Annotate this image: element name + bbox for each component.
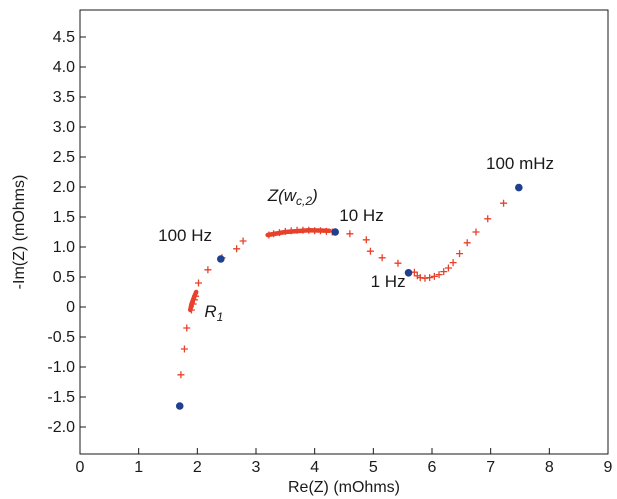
data-point-plus xyxy=(177,371,185,379)
x-tick-label: 2 xyxy=(193,459,202,476)
data-series xyxy=(175,183,523,410)
y-axis-ticks: -2.0 -1.5 -1.0 -0.5 0 0.5 1.0 1.5 2.0 2.5 3.0 3.5 4.… xyxy=(47,29,86,436)
x-tick-label: 6 xyxy=(428,459,437,476)
data-point-plus xyxy=(275,229,283,237)
data-point-plus xyxy=(317,227,325,235)
data-point-plus xyxy=(449,259,457,267)
data-point-plus xyxy=(192,292,200,300)
annotation-base: Z(w xyxy=(267,186,298,205)
data-point-plus xyxy=(362,236,370,244)
y-tick-label: -1.0 xyxy=(47,359,75,376)
data-point-plus xyxy=(189,300,197,308)
data-point-plus xyxy=(180,345,188,353)
annotation-subscript: c,2 xyxy=(296,194,312,208)
annotation-label: 1 Hz xyxy=(371,272,406,291)
x-axis-label: Re(Z) (mOhms) xyxy=(288,479,400,496)
y-tick-label: 4.5 xyxy=(53,29,75,46)
annotation-base: R xyxy=(204,302,216,321)
y-tick-label: 3.5 xyxy=(53,89,75,106)
data-point-plus xyxy=(463,239,471,247)
x-axis-ticks: 0 1 2 3 4 5 6 7 8 9 xyxy=(76,448,613,476)
y-tick-label: 2.0 xyxy=(53,179,75,196)
data-point-plus xyxy=(183,324,191,332)
data-point-plus xyxy=(281,227,289,235)
x-tick-label: 8 xyxy=(545,459,554,476)
annotation-tail: ) xyxy=(310,186,318,205)
frequency-marker-dot xyxy=(515,183,523,192)
data-point-plus xyxy=(378,254,386,262)
y-tick-label: -2.0 xyxy=(47,419,75,436)
x-tick-label: 0 xyxy=(76,459,85,476)
data-point-plus xyxy=(444,264,452,272)
frequency-marker-dot xyxy=(404,269,413,277)
y-tick-label: 1.0 xyxy=(53,239,75,256)
annotation-label: R1 xyxy=(204,302,223,324)
data-point-plus xyxy=(311,227,319,235)
data-point-plus xyxy=(287,227,295,235)
data-point-plus xyxy=(233,245,241,253)
y-tick-label: 2.5 xyxy=(53,149,75,166)
data-point-plus xyxy=(435,271,443,279)
data-point-plus xyxy=(440,268,448,276)
data-point-plus xyxy=(190,296,198,304)
data-point-plus xyxy=(270,230,278,238)
annotation-label: 100 Hz xyxy=(158,226,212,245)
y-tick-label: -0.5 xyxy=(47,329,75,346)
data-point-plus xyxy=(484,215,492,223)
frequency-marker-dot xyxy=(175,402,184,410)
data-point-plus xyxy=(204,266,212,274)
frequency-marker-dot xyxy=(217,255,225,263)
y-tick-label: -1.5 xyxy=(47,389,75,406)
x-tick-label: 3 xyxy=(252,459,261,476)
data-point-plus xyxy=(265,231,273,239)
data-point-plus xyxy=(366,247,374,255)
x-tick-label: 1 xyxy=(134,459,143,476)
y-tick-label: 0.5 xyxy=(53,269,75,286)
annotation-label: 10 Hz xyxy=(339,206,383,225)
data-point-plus xyxy=(430,272,438,280)
data-point-plus xyxy=(346,230,354,238)
data-point-plus xyxy=(456,250,464,258)
data-point-plus xyxy=(500,199,508,207)
data-point-plus xyxy=(293,226,301,234)
data-point-plus xyxy=(472,228,480,236)
x-tick-label: 4 xyxy=(310,459,319,476)
annotation-subscript: 1 xyxy=(217,310,224,324)
data-point-plus xyxy=(239,237,247,245)
data-point-plus xyxy=(394,259,402,267)
annotation-label: 100 mHz xyxy=(486,154,554,173)
data-point-plus xyxy=(195,279,203,287)
annotation-label: Z(wc,2) xyxy=(267,186,318,208)
frequency-annotations: 100 Hz 10 Hz 1 Hz 100 mHz R1 Z(wc,2) xyxy=(158,154,554,324)
data-point-plus xyxy=(322,227,330,235)
y-tick-label: 1.5 xyxy=(53,209,75,226)
data-point-plus xyxy=(187,306,195,314)
data-point-plus xyxy=(299,226,307,234)
plot-frame xyxy=(79,9,609,455)
data-point-plus xyxy=(305,226,313,234)
x-tick-label: 7 xyxy=(486,459,495,476)
y-tick-label: 0 xyxy=(66,299,75,316)
y-tick-label: 3.0 xyxy=(53,119,75,136)
y-tick-label: 4.0 xyxy=(53,59,75,76)
x-tick-label: 9 xyxy=(604,459,613,476)
data-point-plus xyxy=(426,274,434,282)
y-axis-label: -Im(Z) (mOhms) xyxy=(11,175,28,290)
frequency-marker-dot xyxy=(331,228,340,236)
x-tick-label: 5 xyxy=(369,459,378,476)
